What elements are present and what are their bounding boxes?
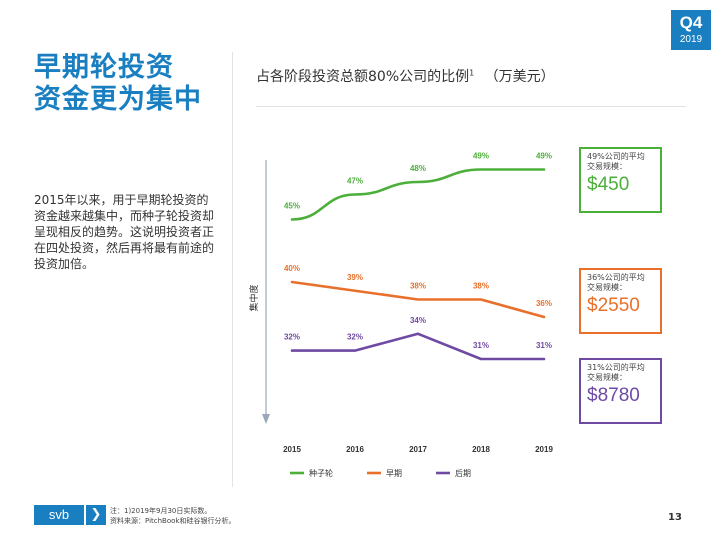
callout-seed: 49%公司的平均 交易规模： $450 <box>579 147 662 213</box>
body-paragraph: 2015年以来，用于早期轮投资的资金越来越集中，而种子轮投资却呈现相反的趋势。这… <box>34 193 215 271</box>
chart-title-footnote-mark: 1 <box>469 68 475 78</box>
series-line-1 <box>290 280 546 319</box>
page-headline: 早期轮投资 资金更为集中 <box>34 52 224 116</box>
headline-line-2: 资金更为集中 <box>34 84 202 115</box>
headline-line-1: 早期轮投资 <box>34 52 174 83</box>
badge-year: 2019 <box>679 34 703 45</box>
data-label-0-2: 48% <box>410 164 426 173</box>
x-tick-label-2018: 2018 <box>472 445 490 454</box>
badge-quarter: Q4 <box>679 13 703 32</box>
callout-late: 31%公司的平均 交易规模： $8780 <box>579 358 662 424</box>
chart-title: 占各阶段投资总额80%公司的比例1 （万美元） <box>256 66 555 86</box>
x-tick-label-2015: 2015 <box>283 445 301 454</box>
data-label-0-0: 45% <box>284 202 300 211</box>
callout-seed-value: $450 <box>587 174 630 195</box>
data-label-2-4: 31% <box>536 341 552 350</box>
data-label-1-4: 36% <box>536 299 552 308</box>
svb-logo: svb ❯ <box>34 505 106 525</box>
callout-early-label-1: 36%公司的平均 <box>587 273 645 282</box>
data-label-1-0: 40% <box>284 264 300 273</box>
data-label-0-1: 47% <box>347 177 363 186</box>
callout-seed-label-2: 交易规模： <box>587 162 627 171</box>
data-label-1-1: 39% <box>347 273 363 282</box>
data-label-2-3: 31% <box>473 341 489 350</box>
vertical-divider <box>232 52 233 487</box>
x-tick-label-2016: 2016 <box>346 445 364 454</box>
data-label-2-2: 34% <box>410 316 426 325</box>
svb-logo-text: svb <box>34 505 84 525</box>
callout-late-label-2: 交易规模： <box>587 373 627 382</box>
callout-early-label-2: 交易规模： <box>587 283 627 292</box>
series-line-2 <box>290 332 546 361</box>
series-line-0 <box>290 168 546 221</box>
data-label-1-2: 38% <box>410 282 426 291</box>
legend-label-1: 早期 <box>386 469 402 478</box>
footnote-note: 注：1)2019年9月30日实际数。 <box>110 507 212 515</box>
x-tick-label-2019: 2019 <box>535 445 553 454</box>
data-label-0-3: 49% <box>473 152 489 161</box>
data-label-0-4: 49% <box>536 152 552 161</box>
chart-title-text: 占各阶段投资总额80%公司的比例 <box>256 69 470 85</box>
data-label-2-1: 32% <box>347 333 363 342</box>
horizontal-divider <box>256 106 686 107</box>
data-label-2-0: 32% <box>284 333 300 342</box>
footnote-source: 资料来源：PitchBook和硅谷银行分析。 <box>110 517 236 525</box>
quarter-badge: Q4 2019 <box>671 10 711 50</box>
callout-late-label-1: 31%公司的平均 <box>587 363 645 372</box>
y-axis-arrow-icon <box>262 414 270 424</box>
chevron-right-icon: ❯ <box>86 505 106 525</box>
legend-label-2: 后期 <box>455 468 471 478</box>
chart-title-unit: （万美元） <box>484 69 555 85</box>
data-label-1-3: 38% <box>473 282 489 291</box>
callout-early-value: $2550 <box>587 295 640 316</box>
footnote: 注：1)2019年9月30日实际数。 资料来源：PitchBook和硅谷银行分析… <box>110 506 235 526</box>
page-number: 13 <box>668 512 682 523</box>
callout-seed-label-1: 49%公司的平均 <box>587 152 645 161</box>
callout-late-value: $8780 <box>587 385 640 406</box>
x-tick-label-2017: 2017 <box>409 445 427 454</box>
y-axis-label: 集中度 <box>248 284 260 311</box>
callout-early: 36%公司的平均 交易规模： $2550 <box>579 268 662 334</box>
legend-label-0: 种子轮 <box>309 468 333 478</box>
